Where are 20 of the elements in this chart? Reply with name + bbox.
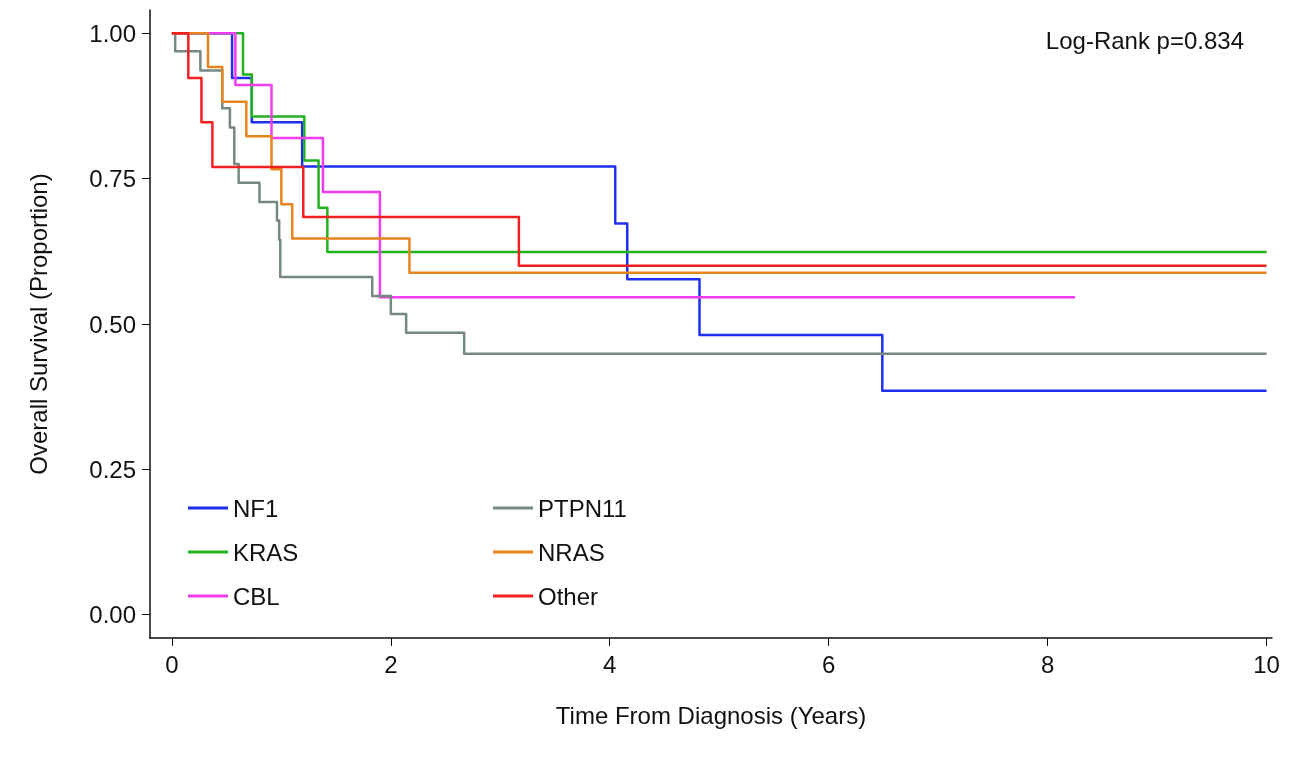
legend-label: PTPN11 bbox=[538, 494, 627, 522]
y-tick-label: 0.50 bbox=[89, 310, 136, 338]
y-tick-label: 0.00 bbox=[89, 601, 136, 629]
x-axis-title: Time From Diagnosis (Years) bbox=[555, 701, 867, 729]
legend-label: KRAS bbox=[233, 538, 299, 566]
y-tick-label: 0.75 bbox=[89, 165, 136, 193]
x-tick-label: 10 bbox=[1253, 650, 1280, 678]
y-axis-title: Overall Survival (Proportion) bbox=[24, 173, 52, 475]
x-tick-label: 4 bbox=[603, 650, 617, 678]
legend-label: NRAS bbox=[538, 538, 605, 566]
y-tick-label: 0.25 bbox=[89, 455, 136, 483]
x-tick-label: 0 bbox=[165, 650, 179, 678]
legend-label: CBL bbox=[233, 582, 280, 610]
y-tick-label: 1.00 bbox=[89, 19, 136, 47]
legend-label: NF1 bbox=[233, 494, 279, 522]
legend-label: Other bbox=[538, 582, 599, 610]
x-tick-label: 6 bbox=[821, 650, 836, 678]
x-tick-label: 8 bbox=[1040, 650, 1055, 678]
x-tick-label: 2 bbox=[384, 650, 398, 678]
annotation: Log-Rank p=0.834 bbox=[1045, 26, 1244, 54]
